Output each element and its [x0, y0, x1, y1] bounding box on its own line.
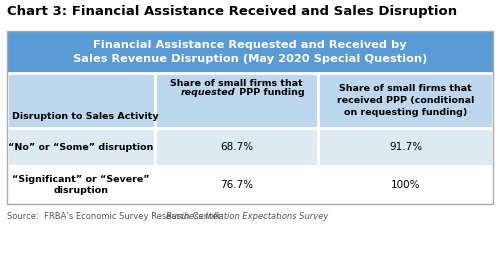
- Bar: [7, 31, 493, 204]
- Text: 100%: 100%: [391, 180, 420, 190]
- Bar: [7, 31, 493, 73]
- Text: Business Inflation Expectations Survey: Business Inflation Expectations Survey: [166, 212, 328, 221]
- Bar: [318, 128, 493, 166]
- Text: Chart 3: Financial Assistance Received and Sales Disruption: Chart 3: Financial Assistance Received a…: [7, 5, 457, 18]
- Text: 68.7%: 68.7%: [220, 142, 253, 152]
- Bar: [318, 73, 493, 128]
- Text: Financial Assistance Requested and Received by
Sales Revenue Disruption (May 202: Financial Assistance Requested and Recei…: [73, 40, 427, 64]
- Text: Share of small firms that
received PPP (conditional
on requesting funding): Share of small firms that received PPP (…: [337, 84, 474, 117]
- Text: “No” or “Some” disruption: “No” or “Some” disruption: [8, 143, 154, 151]
- Bar: [318, 166, 493, 204]
- Bar: [7, 73, 155, 128]
- Bar: [7, 128, 155, 166]
- Text: Share of small firms that: Share of small firms that: [170, 79, 303, 88]
- Text: requested: requested: [181, 88, 236, 97]
- Text: PPP funding: PPP funding: [236, 88, 304, 97]
- Bar: [155, 128, 318, 166]
- Bar: [155, 166, 318, 204]
- Text: 76.7%: 76.7%: [220, 180, 253, 190]
- Text: 91.7%: 91.7%: [389, 142, 422, 152]
- Bar: [155, 73, 318, 128]
- Text: Disruption to Sales Activity: Disruption to Sales Activity: [12, 112, 158, 121]
- Text: “Significant” or “Severe”
disruption: “Significant” or “Severe” disruption: [12, 175, 150, 195]
- Bar: [7, 166, 155, 204]
- Text: Source:  FRBA’s Economic Survey Research Center:: Source: FRBA’s Economic Survey Research …: [7, 212, 226, 221]
